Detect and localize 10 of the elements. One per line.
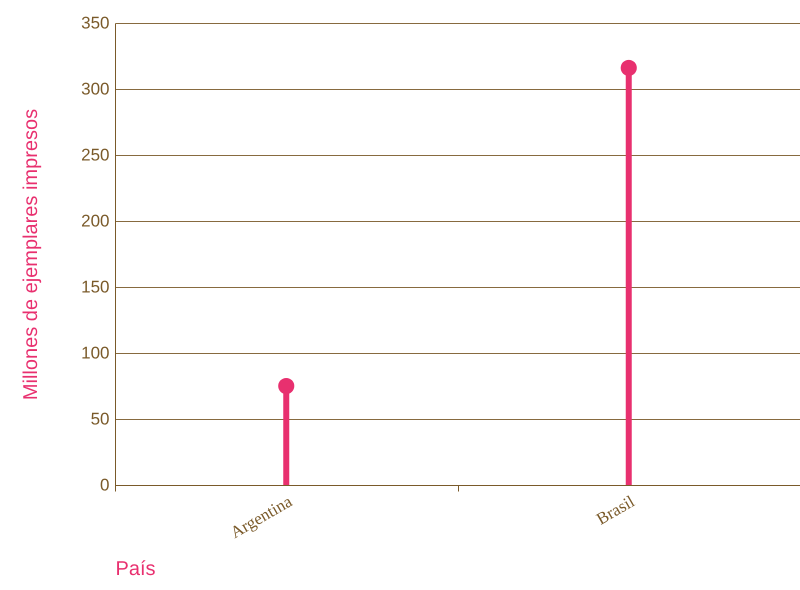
- y-tick-label: 0: [100, 476, 110, 494]
- y-tick-label: 250: [81, 146, 110, 164]
- y-axis-title: Millones de ejemplares impresos: [20, 108, 42, 400]
- y-tick-label: 100: [81, 344, 110, 362]
- y-tick-label: 200: [81, 212, 110, 230]
- y-tick-label: 150: [81, 278, 110, 296]
- y-tick-label: 350: [81, 14, 110, 32]
- y-tick-label: 300: [81, 80, 110, 98]
- y-tick-label: 50: [90, 410, 110, 428]
- x-axis-title: País: [116, 558, 156, 580]
